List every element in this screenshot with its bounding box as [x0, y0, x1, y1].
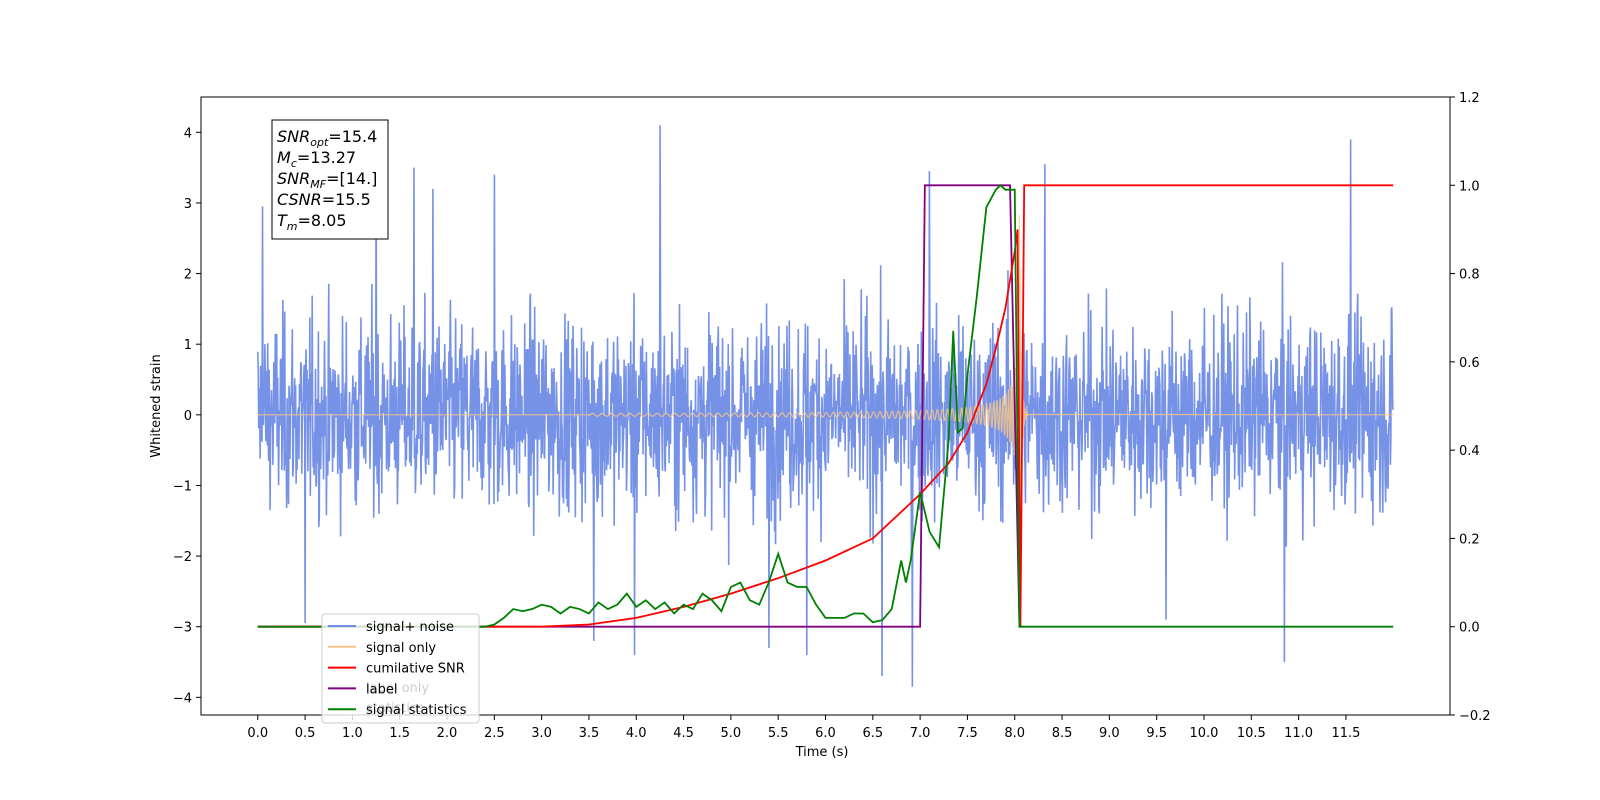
y-tick-label: −1 — [173, 479, 192, 494]
x-tick-label: 9.5 — [1146, 726, 1167, 741]
annotation-value: =[14.] — [326, 169, 377, 188]
y2-tick-label: 0.4 — [1459, 444, 1480, 459]
series-layer — [256, 125, 1395, 687]
annotation-value: =15.4 — [328, 127, 377, 146]
y-tick-label: 0 — [184, 409, 192, 424]
x-tick-label: 7.0 — [910, 726, 931, 741]
x-tick-label: 10.5 — [1237, 726, 1266, 741]
legend-frame — [321, 613, 480, 724]
x-tick-label: 2.0 — [437, 726, 458, 741]
y-axis-left: 4 3 2 1 0 −1 −2 −3 −4 — [173, 126, 201, 706]
x-tick-label: 10.0 — [1190, 726, 1219, 741]
x-tick-label: 7.5 — [957, 726, 978, 741]
y-tick-label: −2 — [173, 550, 192, 565]
legend-entry: signal+ noise — [366, 620, 454, 635]
x-tick-label: 4.5 — [673, 726, 694, 741]
x-tick-label: 1.0 — [342, 726, 363, 741]
x-tick-label: 4.0 — [626, 726, 647, 741]
annotation-subscript: c — [291, 157, 297, 170]
x-axis: 0.0 0.5 1.0 1.5 2.0 2.5 3.0 3.5 4.0 4.5 5.0 5.5 6.0 6… — [247, 715, 1360, 741]
annotation-line: CSNR — [277, 190, 322, 209]
y2-tick-label: 0.8 — [1459, 268, 1480, 283]
legend-entry: signal statistics — [366, 703, 467, 718]
y2-tick-label: 0.6 — [1459, 356, 1480, 371]
y-tick-label: 1 — [184, 338, 192, 353]
y-tick-label: 3 — [184, 197, 192, 212]
annotation-subscript: MF — [310, 178, 326, 191]
x-axis-label: Time (s) — [795, 745, 849, 760]
annotation-line: SNR — [277, 127, 310, 146]
annotation-line: M — [277, 148, 291, 167]
annotation-box: SNRopt=15.4 Mc=13.27 SNRMF=[14.] CSNR=15.5 T… — [271, 119, 389, 240]
y-tick-label: −3 — [173, 621, 192, 636]
x-tick-label: 8.0 — [1004, 726, 1025, 741]
y2-tick-label: 1.2 — [1459, 91, 1480, 106]
x-tick-label: 9.0 — [1099, 726, 1120, 741]
x-tick-label: 6.0 — [815, 726, 836, 741]
annotation-line: SNR — [277, 169, 310, 188]
x-tick-label: 11.5 — [1331, 726, 1360, 741]
y-tick-label: −4 — [173, 691, 192, 706]
y2-tick-label: 0.2 — [1459, 532, 1480, 547]
annotation-value: =13.27 — [297, 148, 356, 167]
legend-entry: signal only — [366, 641, 436, 656]
annotation-value: =15.5 — [322, 190, 371, 209]
x-tick-label: 3.0 — [531, 726, 552, 741]
x-tick-label: 11.0 — [1284, 726, 1313, 741]
x-tick-label: 1.5 — [389, 726, 410, 741]
x-tick-label: 5.5 — [768, 726, 789, 741]
legend-entry: cumilative SNR — [366, 662, 465, 677]
annotation-subscript: m — [287, 220, 298, 233]
legend-entry: label — [366, 682, 397, 697]
x-tick-label: 0.0 — [247, 726, 268, 741]
x-tick-label: 0.5 — [295, 726, 316, 741]
series-signal-noise — [256, 125, 1395, 687]
annotation-line: T — [277, 211, 288, 230]
x-tick-label: 6.5 — [862, 726, 883, 741]
x-tick-label: 2.5 — [484, 726, 505, 741]
annotation-value: =8.05 — [298, 211, 347, 230]
annotation-subscript: opt — [310, 136, 329, 149]
y-tick-label: 4 — [184, 126, 192, 141]
y2-tick-label: 1.0 — [1459, 179, 1480, 194]
series-signal-statistics — [257, 184, 1394, 628]
x-tick-label: 5.0 — [721, 726, 742, 741]
y-tick-label: 2 — [184, 268, 192, 283]
y2-tick-label: 0.0 — [1459, 621, 1480, 636]
legend: label onlystatisticssignal+ noisesignal … — [321, 613, 480, 724]
x-tick-label: 3.5 — [579, 726, 600, 741]
y-axis-label: Whitened strain — [149, 354, 164, 457]
annotation-text: SNRopt=15.4 Mc=13.27 SNRMF=[14.] CSNR=15.5 T… — [277, 127, 377, 233]
y2-tick-label: −0.2 — [1459, 709, 1491, 724]
x-tick-label: 8.5 — [1052, 726, 1073, 741]
y-axis-right: 1.2 1.0 0.8 0.6 0.4 0.2 0.0 −0.2 — [1450, 91, 1491, 724]
